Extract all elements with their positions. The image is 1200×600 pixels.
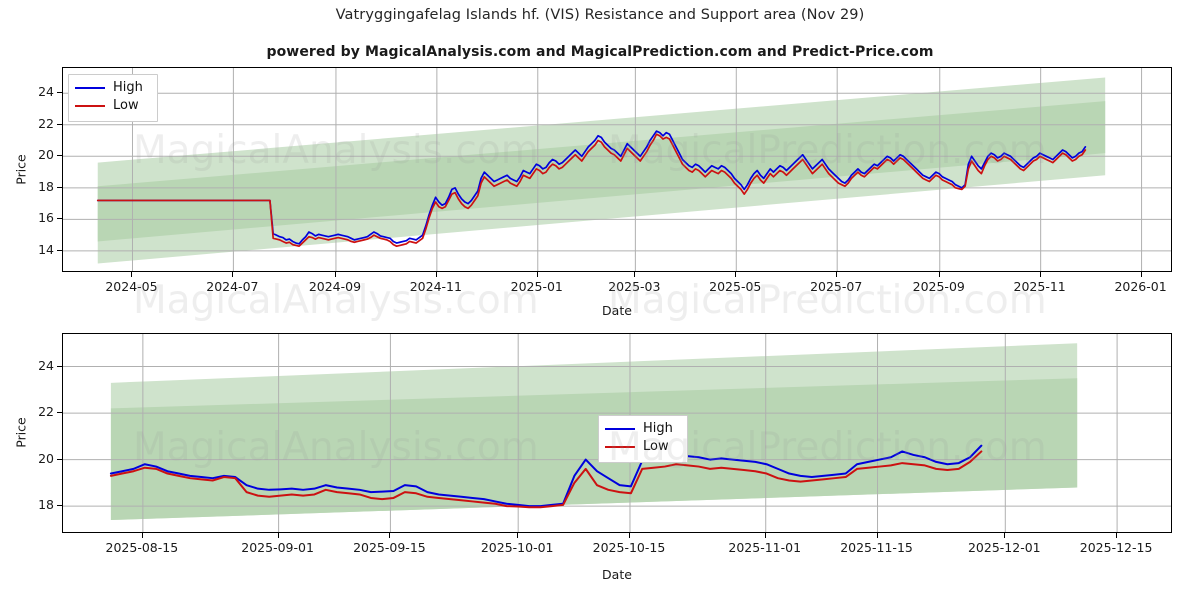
- x-tick-label: 2025-10-15: [592, 540, 666, 555]
- inner-support-resistance-area: [97, 101, 1106, 242]
- x-tick-label: 2025-09: [912, 279, 965, 294]
- x-tick-label: 2025-12-01: [967, 540, 1041, 555]
- y-tick-mark: [57, 92, 62, 94]
- page-title: Vatryggingafelag Islands hf. (VIS) Resis…: [335, 7, 865, 23]
- x-tick-mark: [1004, 533, 1006, 538]
- legend-item-low-zoom: Low: [605, 438, 679, 456]
- x-tick-label: 2026-01: [1114, 279, 1167, 294]
- main-chart-legend[interactable]: High Low: [68, 74, 158, 122]
- legend-swatch-low: [605, 446, 635, 448]
- y-tick-mark: [57, 458, 62, 460]
- legend-item-low: Low: [75, 97, 149, 115]
- x-tick-mark: [628, 533, 630, 538]
- zoom-plot-area: [62, 333, 1172, 533]
- x-tick-label: 2025-11-01: [728, 540, 802, 555]
- main-x-axis-label: Date: [602, 303, 632, 318]
- main-chart-panel: [62, 67, 1172, 272]
- y-tick-label: 20: [38, 450, 54, 466]
- x-tick-mark: [1039, 272, 1041, 277]
- legend-item-high-zoom: High: [605, 420, 679, 438]
- x-tick-label: 2025-07: [810, 279, 863, 294]
- legend-label-low: Low: [113, 98, 139, 113]
- y-tick-mark: [57, 123, 62, 125]
- y-tick-label: 20: [38, 147, 54, 163]
- x-tick-mark: [435, 272, 437, 277]
- y-tick-mark: [57, 249, 62, 251]
- y-tick-mark: [57, 186, 62, 188]
- x-tick-label: 2024-11: [409, 279, 462, 294]
- x-tick-mark: [517, 533, 519, 538]
- x-tick-label: 2025-09-15: [353, 540, 426, 555]
- y-tick-mark: [57, 155, 62, 157]
- legend-swatch-high: [75, 87, 105, 89]
- y-tick-mark: [57, 412, 62, 414]
- series-line-low: [96, 133, 1087, 248]
- x-tick-mark: [876, 533, 878, 538]
- x-tick-label: 2025-11: [1013, 279, 1066, 294]
- zoom-chart-panel: [62, 333, 1172, 533]
- x-tick-mark: [277, 533, 279, 538]
- y-tick-label: 14: [38, 241, 54, 257]
- x-tick-mark: [735, 272, 737, 277]
- x-tick-mark: [1140, 272, 1142, 277]
- x-tick-mark: [634, 272, 636, 277]
- x-tick-mark: [764, 533, 766, 538]
- y-tick-mark: [57, 505, 62, 507]
- x-tick-label: 2024-07: [206, 279, 259, 294]
- zoom-chart-legend[interactable]: High Low: [598, 415, 688, 463]
- legend-item-high: High: [75, 79, 149, 97]
- x-tick-mark: [141, 533, 143, 538]
- x-tick-label: 2024-09: [308, 279, 362, 294]
- y-tick-label: 18: [38, 497, 54, 513]
- x-tick-mark: [232, 272, 234, 277]
- main-plot-area: [62, 67, 1172, 272]
- x-tick-mark: [1116, 533, 1118, 538]
- page-subtitle: powered by MagicalAnalysis.com and Magic…: [266, 44, 934, 60]
- zoom-x-axis-label: Date: [602, 567, 632, 582]
- x-tick-label: 2024-05: [105, 279, 158, 294]
- series-line-low: [109, 450, 983, 509]
- y-tick-mark: [57, 365, 62, 367]
- y-tick-label: 24: [38, 357, 54, 373]
- y-tick-label: 22: [38, 115, 54, 131]
- legend-label-low: Low: [643, 439, 669, 454]
- y-tick-mark: [57, 218, 62, 220]
- y-tick-label: 18: [38, 178, 54, 194]
- y-tick-label: 16: [38, 210, 54, 226]
- x-tick-label: 2025-12-15: [1079, 540, 1153, 555]
- inner-support-resistance-area: [110, 378, 1078, 521]
- legend-swatch-high: [605, 428, 635, 430]
- x-tick-mark: [536, 272, 538, 277]
- x-tick-mark: [836, 272, 838, 277]
- x-tick-label: 2025-09-01: [241, 540, 314, 555]
- x-tick-mark: [334, 272, 336, 277]
- y-tick-label: 22: [38, 404, 54, 420]
- y-tick-label: 24: [38, 84, 54, 100]
- series-line-high: [109, 444, 983, 508]
- x-tick-mark: [389, 533, 391, 538]
- legend-label-high: High: [643, 421, 673, 436]
- x-tick-mark: [938, 272, 940, 277]
- x-tick-label: 2025-11-15: [840, 540, 913, 555]
- x-tick-label: 2025-01: [510, 279, 563, 294]
- x-tick-mark: [131, 272, 133, 277]
- x-tick-label: 2025-10-01: [480, 540, 554, 555]
- x-tick-label: 2025-03: [608, 279, 661, 294]
- legend-swatch-low: [75, 105, 105, 107]
- legend-label-high: High: [113, 80, 143, 95]
- x-tick-label: 2025-08-15: [105, 540, 179, 555]
- x-tick-label: 2025-05: [709, 279, 762, 294]
